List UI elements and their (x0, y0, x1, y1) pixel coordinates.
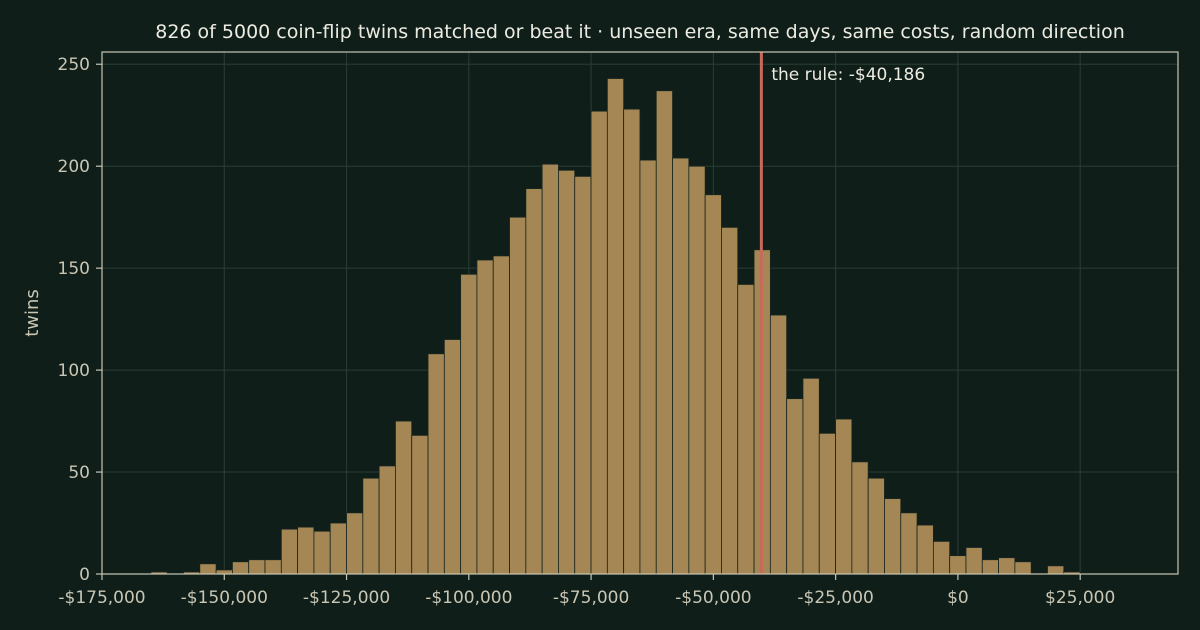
histogram-bar (492, 255, 510, 575)
histogram-bar (606, 78, 625, 575)
x-tick-label: -$75,000 (553, 588, 629, 608)
histogram-bar (704, 194, 722, 575)
histogram-bar (932, 540, 951, 575)
histogram-bar (280, 528, 299, 575)
histogram-bar (574, 175, 592, 575)
histogram-bar (802, 377, 820, 575)
x-tick-label: -$175,000 (58, 588, 145, 608)
histogram-bar (949, 555, 967, 575)
plot-frame (101, 51, 1179, 575)
x-tick-label: -$25,000 (797, 588, 873, 608)
histogram-bar (509, 216, 527, 575)
histogram-bar (460, 273, 478, 575)
histogram-bar (395, 420, 413, 575)
x-tick-label: -$125,000 (303, 588, 390, 608)
y-tick-label: 50 (68, 463, 90, 483)
histogram-bar (346, 512, 364, 575)
rule-marker: the rule: -$40,186 (759, 52, 925, 574)
histogram-bar (900, 512, 918, 575)
histogram-bar (769, 314, 788, 575)
histogram-bar (867, 477, 885, 575)
histogram-bar (443, 339, 462, 575)
histogram-bar (884, 498, 902, 575)
y-axis-label: twins (22, 289, 43, 337)
x-tick-label: $25,000 (1045, 588, 1115, 608)
histogram-bar (248, 559, 266, 575)
histogram-bar (313, 530, 331, 575)
histogram-bar (721, 226, 739, 575)
histogram-bar (1014, 561, 1032, 575)
y-tick-label: 100 (58, 361, 90, 381)
histogram-bar (232, 561, 250, 575)
histogram-bar (329, 522, 347, 575)
histogram-bar (965, 547, 983, 575)
histogram-bar (818, 432, 836, 575)
histogram-bar (525, 188, 543, 575)
histogram-bar (672, 157, 690, 575)
histogram-bar (199, 563, 217, 575)
histogram-bar (1047, 565, 1065, 575)
y-tick-label: 200 (58, 157, 90, 177)
x-tick-label: -$150,000 (181, 588, 268, 608)
histogram-bar (264, 559, 282, 575)
histogram-bar (541, 163, 559, 575)
histogram-bar (916, 524, 934, 575)
histogram-bar (590, 110, 608, 575)
histogram-bar (623, 108, 641, 575)
histogram-bar (786, 398, 804, 575)
histogram-bar (737, 284, 755, 575)
histogram-bar (835, 418, 853, 575)
x-tick-label: -$100,000 (425, 588, 512, 608)
histogram-bar (476, 259, 494, 575)
histogram-bar (297, 526, 315, 575)
histogram-bar (362, 477, 380, 575)
axis-ticks: -$175,000 -$150,000 -$125,000 -$100,000 -$75… (58, 55, 1116, 608)
histogram-bar (655, 90, 673, 575)
x-tick-label: -$50,000 (675, 588, 751, 608)
y-tick-label: 250 (58, 55, 90, 75)
y-tick-label: 150 (58, 259, 90, 279)
chart-title: 826 of 5000 coin-flip twins matched or b… (155, 21, 1125, 43)
histogram-bar (427, 353, 445, 575)
histogram-bar (981, 559, 999, 575)
histogram-bar (851, 461, 869, 575)
histogram-bar (688, 165, 706, 575)
y-tick-label: 0 (79, 565, 90, 585)
histogram-bar (998, 557, 1016, 575)
histogram-bar (378, 465, 396, 575)
x-tick-label: $0 (947, 588, 969, 608)
histogram-bar (558, 169, 576, 575)
rule-annotation: the rule: -$40,186 (771, 65, 925, 85)
histogram-bar (639, 159, 657, 575)
histogram-bar (411, 434, 429, 575)
histogram-bar (215, 569, 233, 575)
